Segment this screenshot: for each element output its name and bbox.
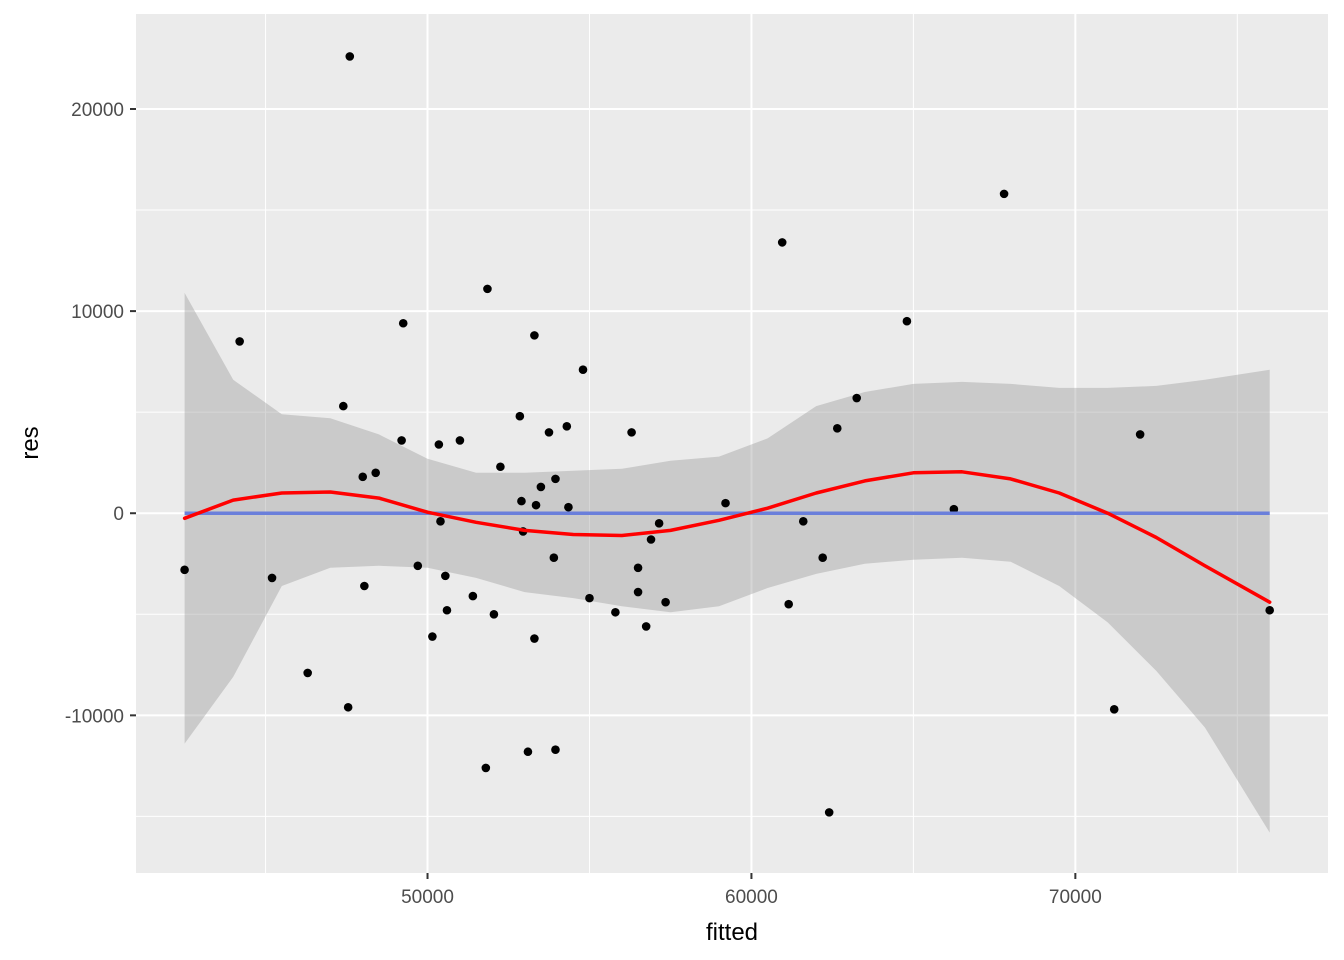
data-point bbox=[585, 593, 594, 603]
data-point bbox=[267, 573, 277, 583]
data-point bbox=[562, 422, 572, 431]
data-point bbox=[371, 468, 380, 478]
data-point bbox=[611, 607, 620, 617]
data-point bbox=[523, 747, 533, 757]
data-point bbox=[654, 519, 664, 528]
data-point bbox=[436, 517, 445, 526]
data-point bbox=[345, 52, 355, 61]
data-point bbox=[481, 763, 491, 773]
x-axis-title: fitted bbox=[706, 919, 758, 946]
data-point bbox=[413, 561, 423, 571]
data-point bbox=[235, 337, 244, 346]
data-point bbox=[721, 498, 730, 508]
data-point bbox=[531, 500, 541, 510]
y-axis-title: res bbox=[17, 426, 44, 459]
data-point bbox=[564, 502, 573, 512]
data-point bbox=[515, 411, 525, 421]
data-point bbox=[1265, 605, 1274, 615]
data-point bbox=[949, 504, 959, 514]
data-point bbox=[455, 436, 465, 445]
data-point bbox=[483, 284, 492, 294]
data-point bbox=[627, 428, 636, 437]
data-point bbox=[798, 517, 808, 526]
data-point bbox=[549, 553, 559, 562]
data-point bbox=[784, 599, 793, 609]
data-point bbox=[777, 238, 787, 247]
data-point bbox=[398, 318, 408, 328]
data-point bbox=[551, 745, 560, 755]
y-tick-label: 20000 bbox=[71, 100, 124, 121]
x-tick-label: 60000 bbox=[725, 887, 778, 908]
data-point bbox=[343, 702, 353, 712]
minor-gridlines bbox=[136, 14, 1328, 873]
data-point bbox=[360, 581, 369, 591]
y-tick-label: -10000 bbox=[65, 706, 124, 727]
data-point bbox=[1109, 704, 1119, 714]
major-gridlines bbox=[136, 14, 1328, 873]
x-tick-label: 70000 bbox=[1049, 887, 1102, 908]
y-tick-label: 0 bbox=[113, 504, 124, 525]
data-point bbox=[489, 609, 499, 619]
data-point bbox=[180, 565, 189, 575]
data-point bbox=[517, 496, 526, 506]
plot-panel bbox=[136, 14, 1328, 873]
data-point bbox=[536, 482, 546, 492]
data-point bbox=[633, 587, 643, 597]
data-point bbox=[824, 808, 834, 817]
data-point bbox=[641, 622, 651, 631]
data-point bbox=[999, 189, 1009, 199]
data-point bbox=[397, 436, 406, 445]
data-point bbox=[818, 553, 827, 562]
data-point bbox=[434, 440, 444, 449]
data-point bbox=[303, 668, 312, 678]
data-point bbox=[544, 428, 554, 437]
data-point bbox=[852, 393, 862, 403]
data-point bbox=[441, 571, 450, 581]
x-tick-label: 50000 bbox=[401, 887, 454, 908]
data-point bbox=[339, 401, 348, 411]
data-point bbox=[530, 634, 539, 643]
data-point bbox=[646, 535, 656, 544]
data-point bbox=[496, 462, 505, 472]
data-point bbox=[1135, 430, 1145, 439]
data-point bbox=[442, 605, 452, 615]
data-point bbox=[358, 472, 368, 482]
data-point bbox=[902, 316, 912, 326]
data-point bbox=[428, 632, 437, 641]
data-points bbox=[180, 52, 1274, 817]
x-axis-ticks: 50000 60000 70000 bbox=[401, 873, 1102, 908]
data-point bbox=[530, 331, 539, 340]
data-point bbox=[578, 365, 588, 375]
data-point bbox=[633, 563, 643, 573]
data-point bbox=[468, 591, 478, 601]
data-point bbox=[832, 424, 842, 433]
y-tick-label: 10000 bbox=[71, 302, 124, 323]
loess-smooth-line bbox=[182, 470, 1272, 604]
y-axis-ticks: -10000 0 10000 20000 bbox=[65, 100, 136, 727]
confidence-band bbox=[184, 292, 1270, 833]
data-point bbox=[661, 597, 670, 607]
data-point bbox=[551, 474, 560, 484]
